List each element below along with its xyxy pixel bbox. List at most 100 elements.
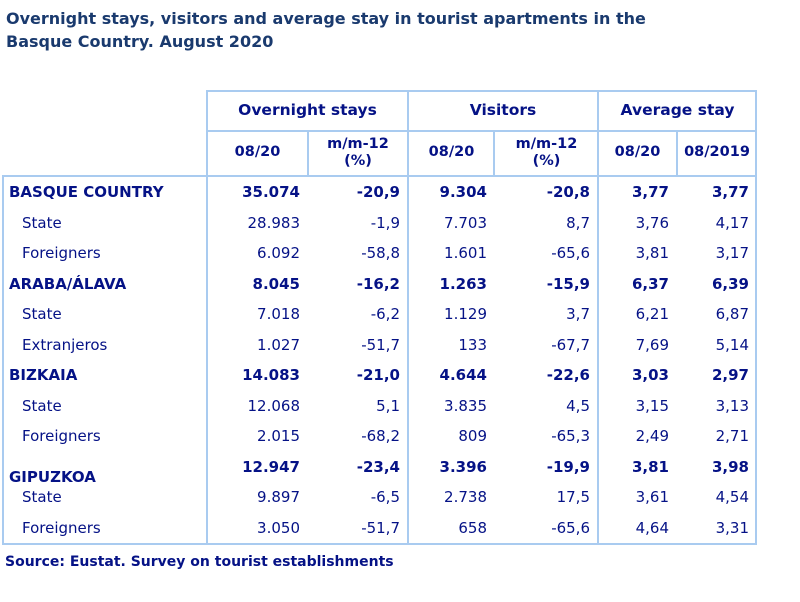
cell-value: -19,9 xyxy=(546,457,590,476)
table-row: State 9.897 -6,5 2.738 17,5 3,61 4,54 xyxy=(2,482,757,513)
subheader-as-082019: 08/2019 xyxy=(684,144,750,161)
cell-value: 2.738 xyxy=(444,488,487,507)
page-title-line1: Overnight stays, visitors and average st… xyxy=(6,9,646,28)
cell-value: 3,81 xyxy=(635,244,669,263)
data-table: Overnight stays Visitors Average stay 08… xyxy=(2,90,757,545)
row-label: GIPUZKOA xyxy=(9,467,96,486)
cell-value: 8.045 xyxy=(252,274,300,293)
row-label: Extranjeros xyxy=(22,335,108,354)
page-title: Overnight stays, visitors and average st… xyxy=(6,7,786,53)
row-label: State xyxy=(22,213,62,232)
cell-value: -21,0 xyxy=(356,366,400,385)
cell-value: -58,8 xyxy=(361,244,400,263)
table-row: Foreigners 6.092 -58,8 1.601 -65,6 3,81 3,17 xyxy=(2,238,757,269)
cell-value: 3,03 xyxy=(631,366,669,385)
subdivider-average xyxy=(676,130,678,175)
divider-overnight-visitors xyxy=(407,90,409,545)
cell-value: 4,54 xyxy=(715,488,749,507)
cell-value: 3.835 xyxy=(444,396,487,415)
table-top-border xyxy=(206,90,757,92)
cell-value: 1.601 xyxy=(444,244,487,263)
cell-value: 3.396 xyxy=(439,457,487,476)
table-row: Foreigners 3.050 -51,7 658 -65,6 4,64 3,31 xyxy=(2,513,757,544)
table-row: BASQUE COUNTRY 35.074 -20,9 9.304 -20,8 3,77 3… xyxy=(2,177,757,208)
cell-value: 2,49 xyxy=(635,427,669,446)
table-row: GIPUZKOA 12.947 -23,4 3.396 -19,9 3,81 3,98 xyxy=(2,452,757,486)
cell-value: -67,7 xyxy=(551,335,590,354)
table-row: State 7.018 -6,2 1.129 3,7 6,21 6,87 xyxy=(2,299,757,330)
cell-value: 6,37 xyxy=(631,274,669,293)
cell-value: 14.083 xyxy=(242,366,300,385)
row-label: Foreigners xyxy=(22,244,101,263)
header-body-separator xyxy=(2,175,757,177)
cell-value: 6,39 xyxy=(711,274,749,293)
cell-value: 35.074 xyxy=(242,183,300,202)
cell-value: 4,17 xyxy=(715,213,749,232)
cell-value: 1.129 xyxy=(444,305,487,324)
cell-value: 3,77 xyxy=(711,183,749,202)
row-label: Foreigners xyxy=(22,518,101,537)
cell-value: -6,5 xyxy=(370,488,400,507)
cell-value: 9.897 xyxy=(257,488,300,507)
table-bottom-border xyxy=(2,543,757,545)
cell-value: 3,13 xyxy=(715,396,749,415)
cell-value: 1.263 xyxy=(439,274,487,293)
cell-value: 4.644 xyxy=(439,366,487,385)
cell-value: 3,61 xyxy=(635,488,669,507)
cell-value: -1,9 xyxy=(370,213,400,232)
cell-value: -51,7 xyxy=(361,518,400,537)
cell-value: -23,4 xyxy=(356,457,400,476)
cell-value: 3,31 xyxy=(715,518,749,537)
cell-value: -6,2 xyxy=(370,305,400,324)
row-label: State xyxy=(22,305,62,324)
cell-value: 6.092 xyxy=(257,244,300,263)
subheader-as-0820: 08/20 xyxy=(614,144,661,161)
cell-value: 3,17 xyxy=(715,244,749,263)
subdivider-overnight xyxy=(307,130,309,175)
table-row: Foreigners 2.015 -68,2 809 -65,3 2,49 2,71 xyxy=(2,421,757,452)
cell-value: -65,3 xyxy=(551,427,590,446)
cell-value: 2,71 xyxy=(715,427,749,446)
row-label: BASQUE COUNTRY xyxy=(9,183,164,202)
page-title-line2: Basque Country. August 2020 xyxy=(6,32,274,51)
subheader-os-mm12: m/m-12 (%) xyxy=(327,135,389,169)
cell-value: 4,64 xyxy=(635,518,669,537)
subdivider-visitors xyxy=(493,130,495,175)
subheader-v-mm12: m/m-12 (%) xyxy=(515,135,578,169)
row-label: State xyxy=(22,488,62,507)
cell-value: 8,7 xyxy=(566,213,590,232)
cell-value: 3,7 xyxy=(566,305,590,324)
table-row: State 12.068 5,1 3.835 4,5 3,15 3,13 xyxy=(2,391,757,422)
cell-value: -16,2 xyxy=(356,274,400,293)
cell-value: 3,15 xyxy=(635,396,669,415)
cell-value: -51,7 xyxy=(361,335,400,354)
cell-value: 17,5 xyxy=(556,488,590,507)
cell-value: -65,6 xyxy=(551,244,590,263)
cell-value: 3,76 xyxy=(635,213,669,232)
row-label: State xyxy=(22,396,62,415)
cell-value: 6,87 xyxy=(715,305,749,324)
row-label: ARABA/ÁLAVA xyxy=(9,274,127,293)
cell-value: 12.068 xyxy=(247,396,301,415)
table-rows: BASQUE COUNTRY 35.074 -20,9 9.304 -20,8 3,77 3… xyxy=(2,177,757,543)
cell-value: -20,8 xyxy=(546,183,590,202)
cell-value: 3,81 xyxy=(631,457,669,476)
cell-value: 3.050 xyxy=(257,518,300,537)
table-row: Extranjeros 1.027 -51,7 133 -67,7 7,69 5,14 xyxy=(2,330,757,361)
table-row: ARABA/ÁLAVA 8.045 -16,2 1.263 -15,9 6,37 6,39 xyxy=(2,269,757,300)
group-subheader-separator xyxy=(206,130,757,132)
cell-value: 5,14 xyxy=(715,335,749,354)
cell-value: -22,6 xyxy=(546,366,590,385)
source-note: Source: Eustat. Survey on tourist establ… xyxy=(5,554,394,570)
cell-value: -20,9 xyxy=(356,183,400,202)
subheader-os-0820: 08/20 xyxy=(234,144,281,161)
cell-value: 658 xyxy=(458,518,487,537)
table-row: BIZKAIA 14.083 -21,0 4.644 -22,6 3,03 2,97 xyxy=(2,360,757,391)
column-group-average-stay: Average stay xyxy=(620,101,735,119)
cell-value: 9.304 xyxy=(439,183,487,202)
cell-value: 3,98 xyxy=(711,457,749,476)
cell-value: 7,69 xyxy=(635,335,669,354)
table-left-border xyxy=(2,175,4,545)
cell-value: 809 xyxy=(458,427,487,446)
